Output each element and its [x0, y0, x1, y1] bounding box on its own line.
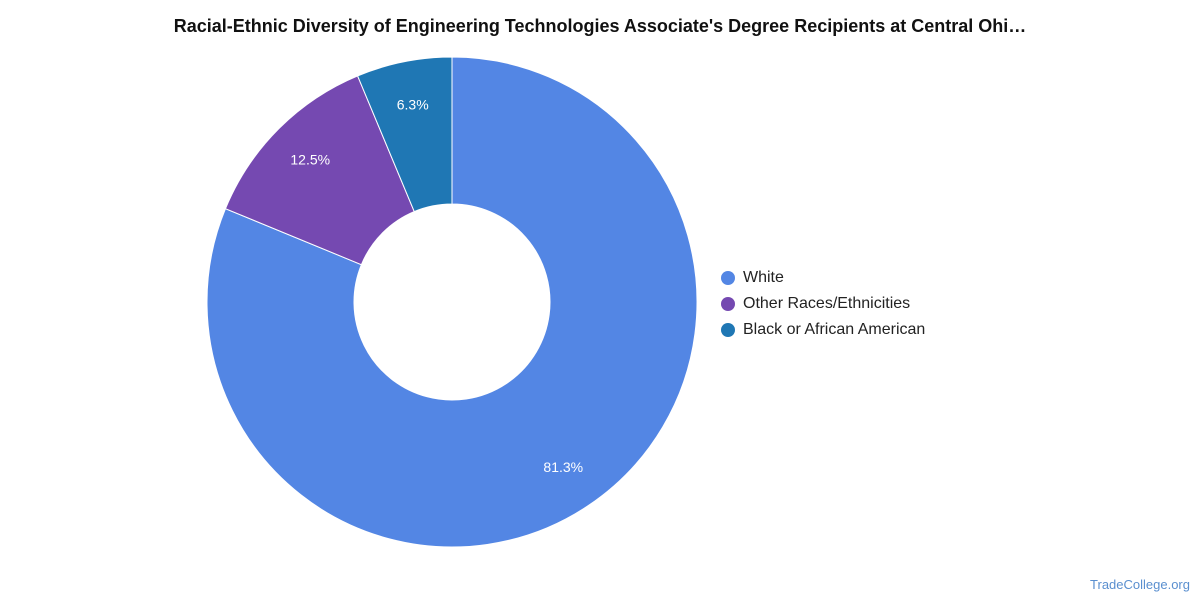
- slice-white[interactable]: [206, 56, 698, 548]
- legend-label-black: Black or African American: [743, 321, 926, 338]
- legend-label-other: Other Races/Ethnicities: [743, 295, 911, 312]
- legend-swatch-black: [721, 323, 735, 337]
- slice-label-black-or-african-american: 6.3%: [397, 97, 429, 113]
- slice-black-or-african-american[interactable]: [356, 56, 453, 213]
- chart-title: Racial-Ethnic Diversity of Engineering T…: [173, 16, 1027, 36]
- slice-other-races-ethnicities[interactable]: [224, 75, 415, 266]
- legend-item-other[interactable]: Other Races/Ethnicities: [721, 291, 1021, 317]
- legend-item-white[interactable]: White: [721, 265, 1021, 291]
- watermark[interactable]: TradeCollege.org: [1090, 577, 1190, 592]
- legend: White Other Races/Ethnicities Black or A…: [721, 265, 1021, 343]
- legend-swatch-other: [721, 297, 735, 311]
- slice-label-other-races-ethnicities: 12.5%: [290, 152, 330, 168]
- slice-label-white: 81.3%: [543, 459, 583, 475]
- legend-swatch-white: [721, 271, 735, 285]
- legend-label-white: White: [743, 269, 784, 286]
- legend-item-black[interactable]: Black or African American: [721, 317, 1021, 343]
